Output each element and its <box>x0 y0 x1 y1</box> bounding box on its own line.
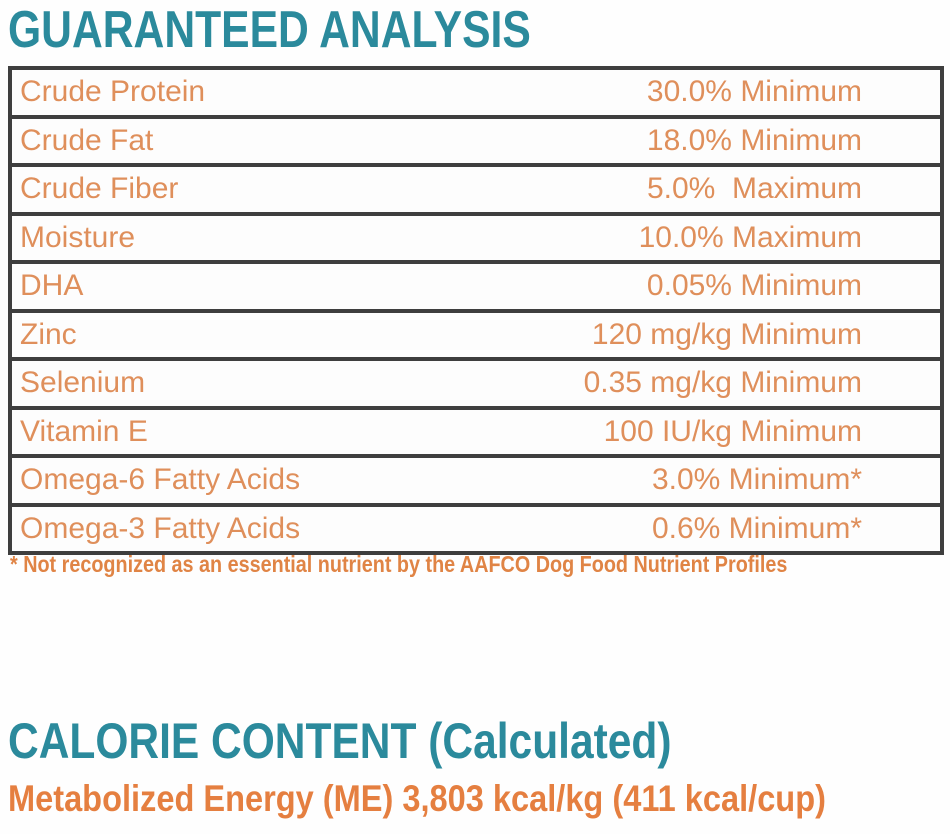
nutrient-label: DHA <box>7 260 441 313</box>
nutrient-label: Omega-3 Fatty Acids <box>7 502 441 555</box>
nutrient-value: 10.0% Maximum <box>440 211 944 264</box>
nutrient-label: Moisture <box>7 211 441 264</box>
nutrient-label: Vitamin E <box>7 405 441 458</box>
nutrient-value: 0.05% Minimum <box>440 260 944 313</box>
nutrient-value: 0.35 mg/kg Minimum <box>440 357 944 410</box>
guaranteed-analysis-heading: GUARANTEED ANALYSIS <box>8 1 531 59</box>
metabolized-energy-text: Metabolized Energy (ME) 3,803 kcal/kg (4… <box>8 778 826 819</box>
table-row: Omega-6 Fatty Acids 3.0% Minimum* <box>7 454 944 507</box>
nutrient-value: 18.0% Minimum <box>440 114 944 167</box>
calorie-content-heading: CALORIE CONTENT (Calculated) <box>8 713 672 769</box>
table-row: DHA 0.05% Minimum <box>7 260 944 313</box>
nutrient-value: 30.0% Minimum <box>440 66 944 119</box>
nutrient-label: Omega-6 Fatty Acids <box>7 454 441 507</box>
nutrient-label: Crude Protein <box>7 66 441 119</box>
table-row: Omega-3 Fatty Acids 0.6% Minimum* <box>7 502 944 555</box>
nutrient-value: 0.6% Minimum* <box>440 502 944 555</box>
guaranteed-analysis-table: Crude Protein 30.0% Minimum Crude Fat 18… <box>7 66 944 555</box>
table-row: Vitamin E 100 IU/kg Minimum <box>7 405 944 458</box>
nutrient-value: 3.0% Minimum* <box>440 454 944 507</box>
nutrient-label: Crude Fiber <box>7 163 441 216</box>
table-row: Selenium 0.35 mg/kg Minimum <box>7 357 944 410</box>
table-row: Moisture 10.0% Maximum <box>7 211 944 264</box>
nutrient-label: Selenium <box>7 357 441 410</box>
aafco-footnote: * Not recognized as an essential nutrien… <box>10 551 788 577</box>
nutrient-label: Crude Fat <box>7 114 441 167</box>
nutrient-value: 120 mg/kg Minimum <box>440 308 944 361</box>
table-row: Crude Protein 30.0% Minimum <box>7 66 944 119</box>
table-row: Crude Fat 18.0% Minimum <box>7 114 944 167</box>
nutrient-label: Zinc <box>7 308 441 361</box>
table-row: Crude Fiber 5.0% Maximum <box>7 163 944 216</box>
nutrient-value: 5.0% Maximum <box>440 163 944 216</box>
nutrient-value: 100 IU/kg Minimum <box>440 405 944 458</box>
table-row: Zinc 120 mg/kg Minimum <box>7 308 944 361</box>
